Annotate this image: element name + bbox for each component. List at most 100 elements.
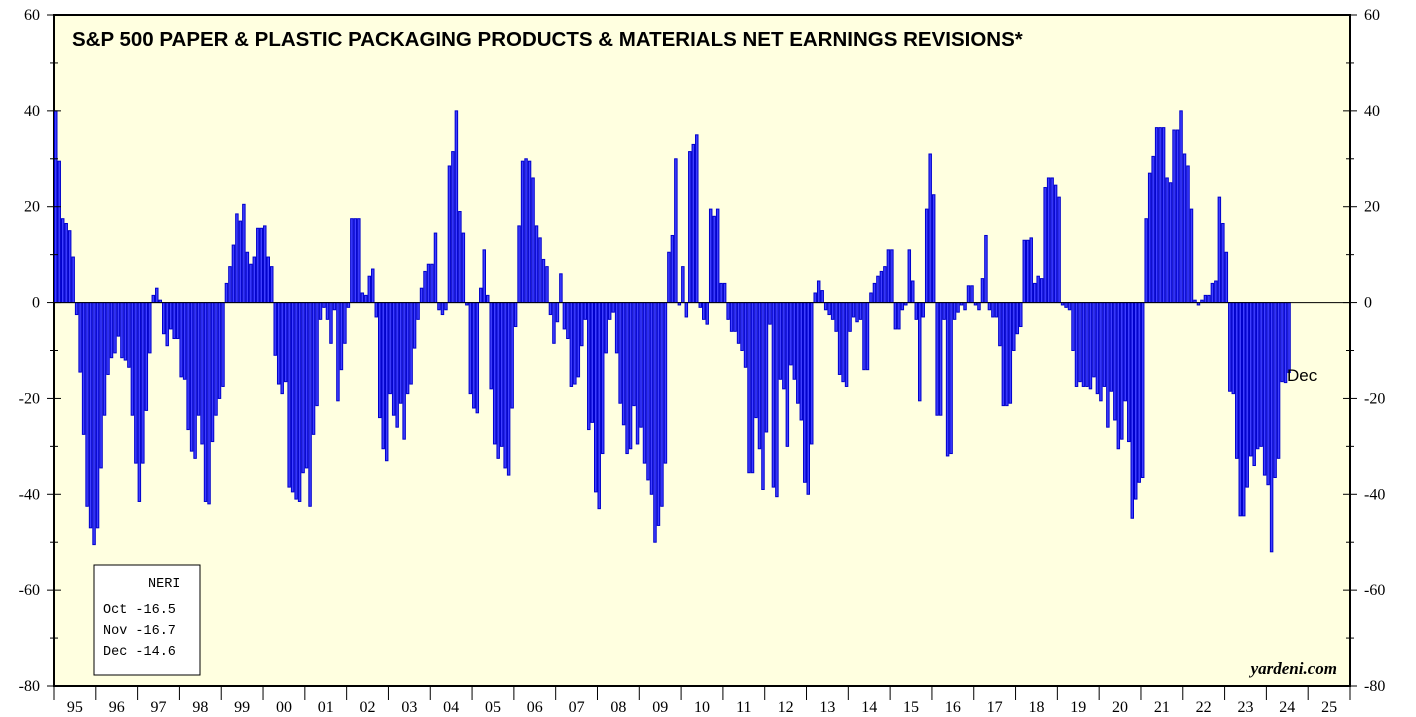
bar: [527, 160, 532, 304]
bar: [214, 302, 218, 416]
bar: [489, 302, 493, 390]
bar: [994, 302, 999, 318]
bar: [977, 302, 981, 311]
bar: [660, 302, 664, 507]
bar: [743, 302, 748, 368]
bar: [458, 211, 462, 304]
bar: [924, 208, 929, 304]
bar: [71, 256, 75, 304]
bar: [722, 282, 727, 304]
bar: [311, 302, 316, 435]
bar: [297, 302, 302, 502]
bar: [472, 302, 476, 409]
bar: [113, 302, 117, 354]
bar: [883, 266, 887, 304]
bar: [837, 302, 842, 375]
y-tick-label-left: 60: [24, 7, 40, 24]
bar: [210, 302, 215, 443]
bar: [764, 302, 769, 433]
bar: [653, 302, 657, 543]
bar: [1113, 302, 1117, 421]
bar: [736, 302, 741, 344]
bar: [1228, 302, 1232, 392]
bar: [1106, 302, 1110, 428]
bar: [1053, 184, 1058, 304]
bar: [719, 282, 723, 304]
bar: [907, 249, 912, 304]
bar: [782, 302, 786, 390]
bar: [775, 302, 779, 498]
bar: [109, 302, 114, 359]
bar: [454, 110, 459, 304]
bar: [1262, 302, 1267, 476]
bar: [569, 302, 574, 387]
bar: [1046, 177, 1051, 304]
bar: [88, 302, 93, 529]
bar: [99, 302, 103, 469]
bar: [520, 160, 525, 304]
bar: [193, 302, 197, 459]
bar: [963, 302, 967, 311]
bar: [290, 302, 295, 493]
bar: [503, 302, 507, 469]
bar: [437, 302, 441, 311]
bar: [1019, 302, 1023, 328]
bar: [78, 302, 82, 373]
bar: [876, 275, 880, 304]
bar: [708, 208, 713, 304]
bar: [207, 302, 211, 505]
x-tick-label: 17: [987, 699, 1003, 716]
bar: [911, 280, 915, 304]
bar: [1175, 129, 1180, 304]
bar: [106, 302, 110, 375]
bar: [318, 302, 323, 320]
bar: [621, 302, 626, 426]
x-tick-label: 97: [151, 699, 167, 716]
x-tick-label: 07: [569, 699, 585, 716]
bar: [987, 302, 992, 311]
bar: [803, 302, 807, 483]
bar: [1269, 302, 1274, 553]
bar: [580, 302, 584, 347]
x-tick-label: 16: [945, 699, 961, 716]
bar: [796, 302, 800, 404]
bar: [196, 302, 201, 416]
bar: [858, 302, 863, 320]
bar: [1217, 196, 1222, 304]
bar: [789, 302, 793, 366]
y-tick-label-left: -20: [19, 390, 40, 407]
bar: [1036, 275, 1040, 304]
bar: [816, 280, 821, 304]
bar: [426, 263, 431, 304]
bar: [614, 302, 619, 354]
bar: [733, 302, 737, 332]
legend-title: NERI: [148, 577, 180, 592]
bar: [534, 225, 539, 304]
bar: [301, 302, 305, 474]
x-tick-label: 02: [360, 699, 376, 716]
bar: [148, 302, 152, 354]
bar: [371, 268, 375, 304]
bar: [506, 302, 511, 476]
bar: [594, 302, 598, 493]
bar: [548, 302, 553, 316]
bar: [583, 302, 588, 320]
bar: [632, 302, 636, 407]
bar: [799, 302, 804, 421]
bar: [956, 302, 960, 313]
legend-entry: Dec -14.6: [103, 645, 176, 660]
bar: [1078, 302, 1082, 383]
bar: [402, 302, 406, 440]
bar: [813, 292, 817, 304]
bar: [1161, 127, 1166, 304]
bar: [810, 302, 814, 445]
bar: [1214, 280, 1218, 304]
bar: [308, 302, 312, 507]
bar: [102, 302, 107, 416]
bar: [322, 302, 326, 308]
bar: [712, 215, 716, 304]
bar: [656, 302, 661, 526]
bar: [186, 302, 190, 431]
bar: [618, 302, 622, 404]
bar: [175, 302, 180, 340]
